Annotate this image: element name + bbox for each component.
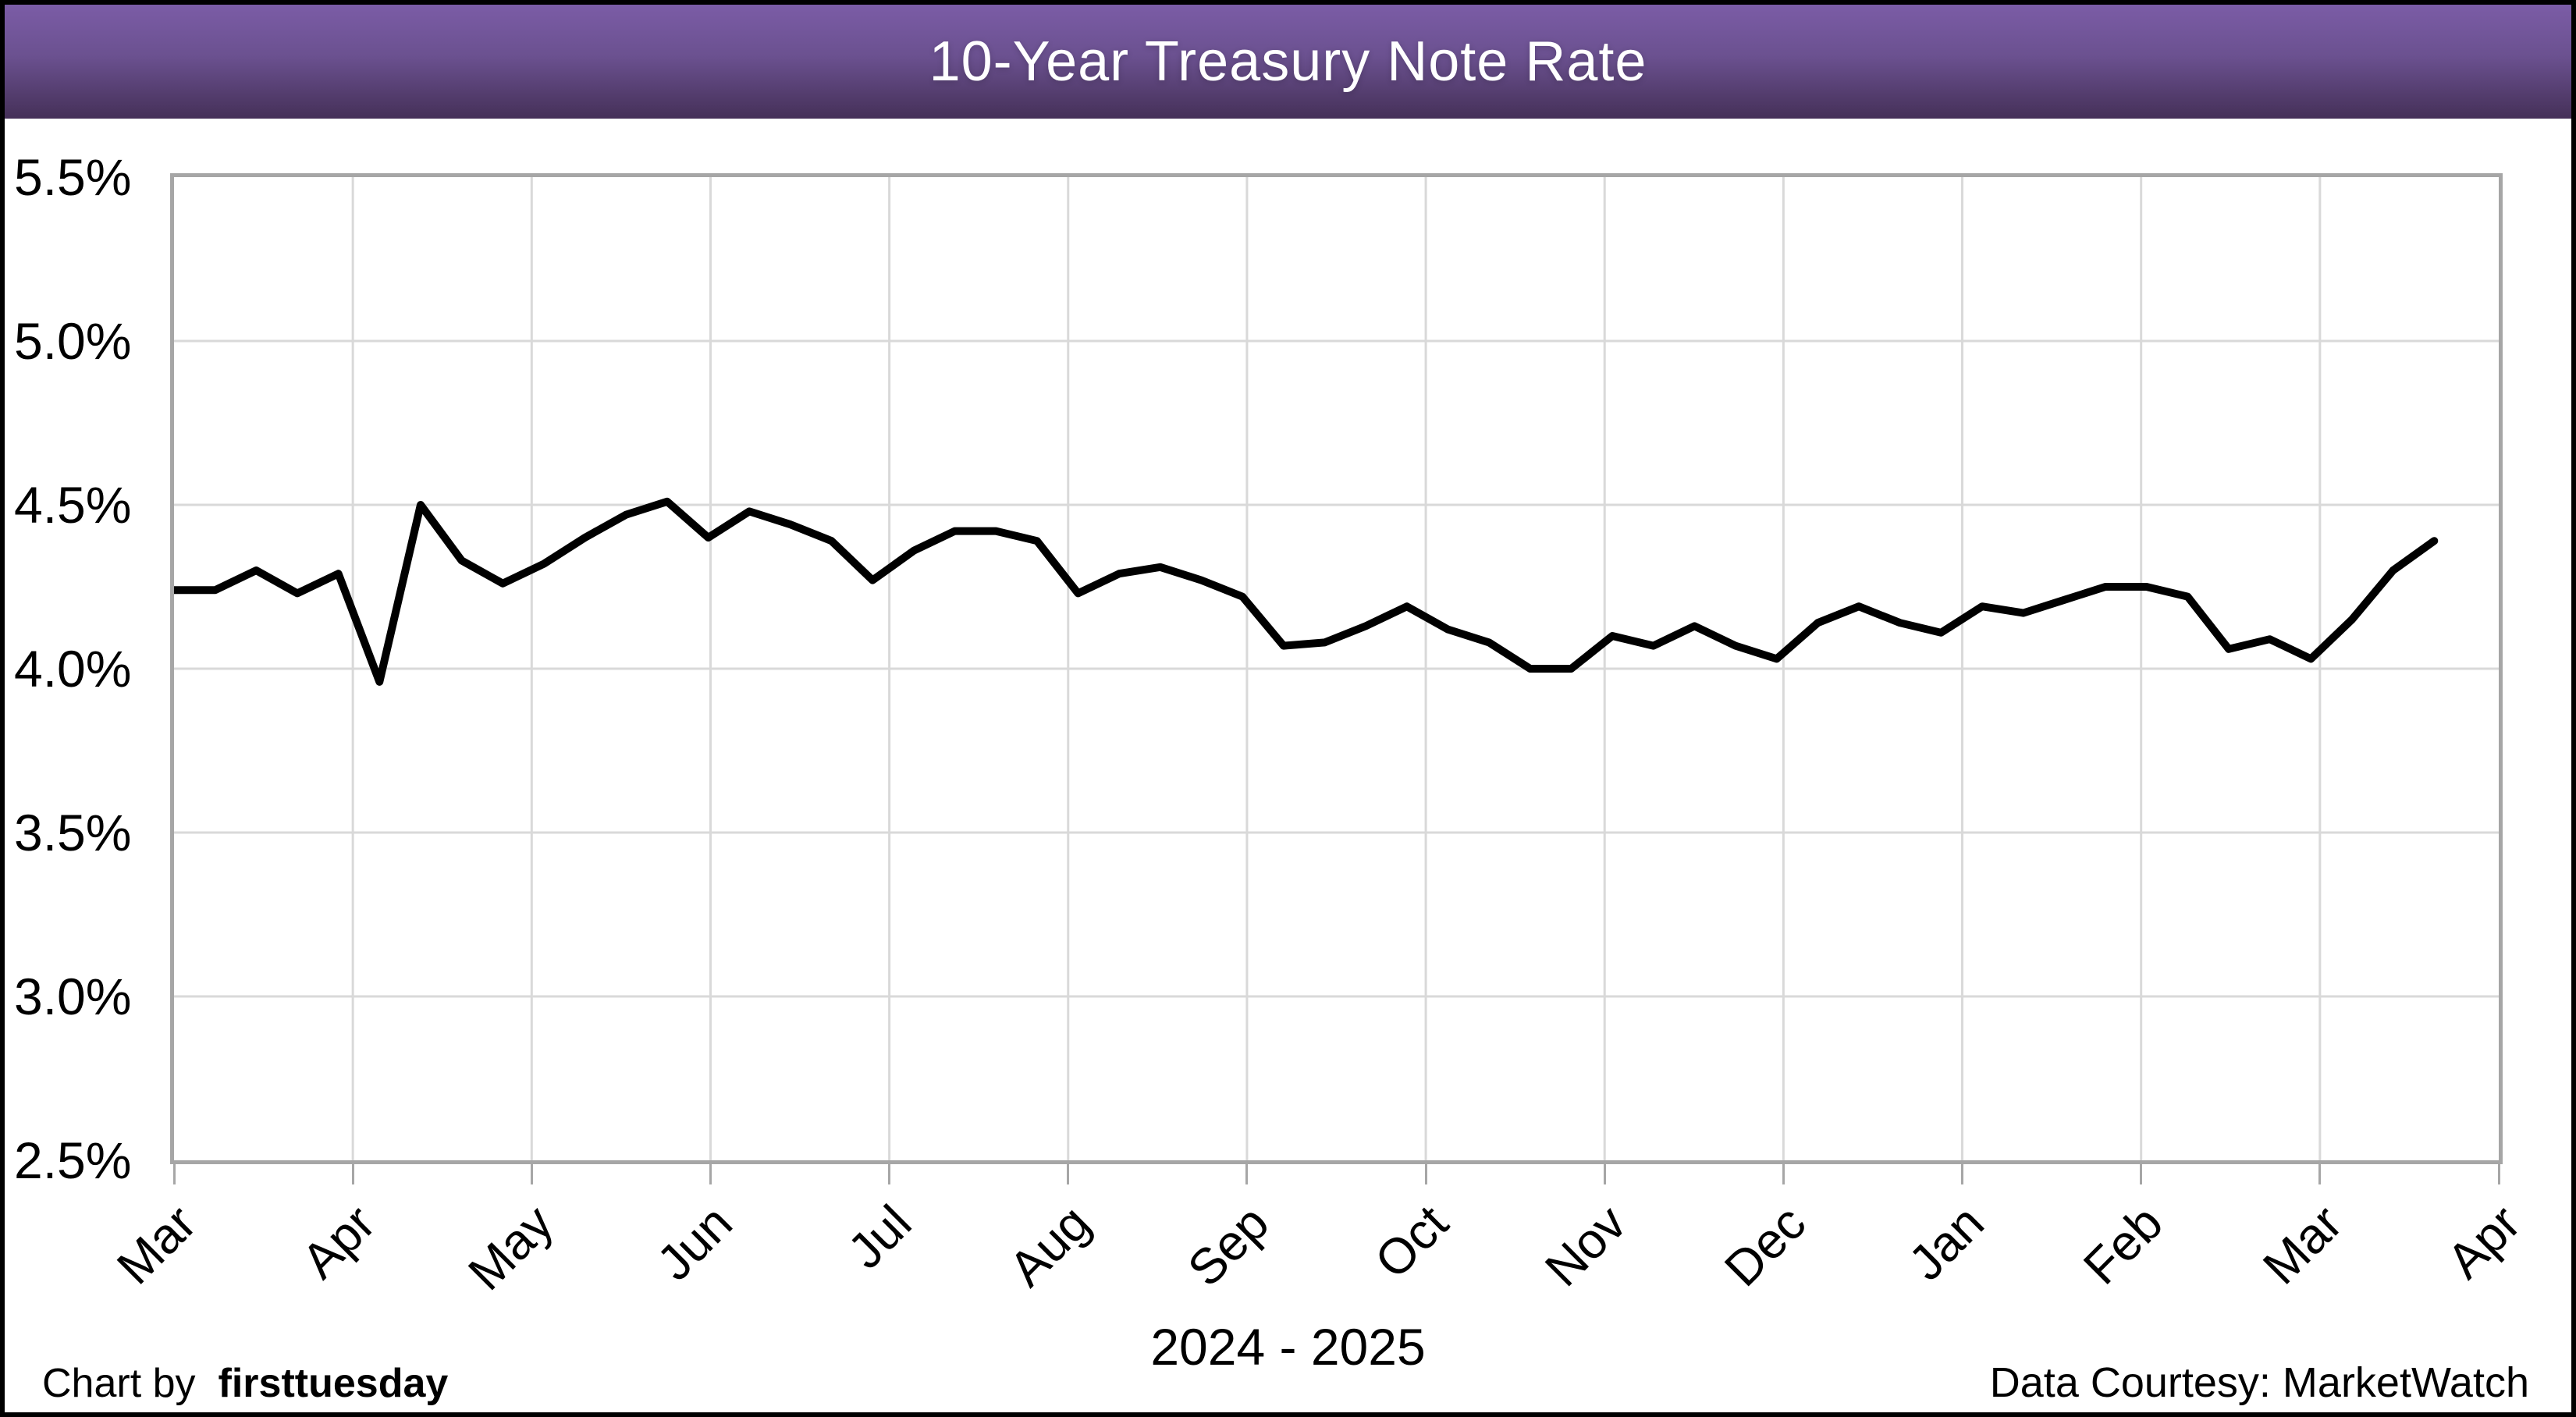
x-axis-tick — [1782, 1164, 1785, 1184]
data-courtesy: Data Courtesy: MarketWatch — [1989, 1359, 2529, 1406]
x-axis-tick — [2497, 1164, 2500, 1184]
treasury-rate-line — [174, 497, 2439, 686]
x-axis-tick — [709, 1164, 712, 1184]
x-axis-label-text: Aug — [997, 1194, 1101, 1298]
chart-credit: Chart by firsttuesday — [42, 1360, 448, 1407]
x-axis-label-text: Mar — [2251, 1194, 2353, 1295]
treasury-rate-chart — [174, 177, 2499, 1160]
x-axis-tick — [1245, 1164, 1249, 1184]
chart-title: 10-Year Treasury Note Rate — [929, 30, 1647, 93]
x-axis-label-text: Jan — [1898, 1194, 1995, 1291]
credit-brand: firsttuesday — [218, 1361, 449, 1406]
x-axis-tick — [2140, 1164, 2143, 1184]
credit-prefix: Chart by — [42, 1361, 196, 1406]
y-axis-label: 2.5% — [14, 1131, 132, 1189]
x-axis-tick — [2318, 1164, 2322, 1184]
plot-area — [170, 173, 2503, 1164]
x-axis-tick — [172, 1164, 176, 1184]
y-axis-label: 4.0% — [14, 640, 132, 698]
x-axis-label-text: Feb — [2073, 1194, 2174, 1295]
y-axis-label: 5.0% — [14, 312, 132, 370]
y-axis-label: 4.5% — [14, 476, 132, 534]
title-banner: 10-Year Treasury Note Rate — [5, 5, 2571, 119]
y-axis-label: 5.5% — [14, 148, 132, 206]
x-axis-tick — [1424, 1164, 1427, 1184]
x-axis-label-text: Sep — [1177, 1194, 1280, 1298]
x-axis-subtitle: 2024 - 2025 — [1150, 1318, 1426, 1376]
x-axis-tick — [1067, 1164, 1070, 1184]
x-axis-label-text: Jun — [646, 1194, 744, 1291]
x-axis-label-text: Mar — [105, 1194, 207, 1295]
x-axis-tick — [351, 1164, 354, 1184]
x-axis-tick — [530, 1164, 533, 1184]
x-axis-label-text: May — [457, 1194, 564, 1302]
y-axis-label: 3.0% — [14, 968, 132, 1025]
x-axis-tick — [888, 1164, 891, 1184]
x-axis-label-text: Apr — [290, 1194, 386, 1290]
x-axis-tick — [1603, 1164, 1606, 1184]
x-axis-label-text: Apr — [2436, 1194, 2532, 1290]
x-axis-label-text: Oct — [1363, 1194, 1459, 1290]
x-axis-tick — [1961, 1164, 1964, 1184]
x-axis-label-text: Jul — [837, 1194, 922, 1280]
x-axis-label-text: Nov — [1534, 1194, 1637, 1298]
y-axis-label: 3.5% — [14, 804, 132, 861]
x-axis-label-text: Dec — [1713, 1194, 1816, 1298]
